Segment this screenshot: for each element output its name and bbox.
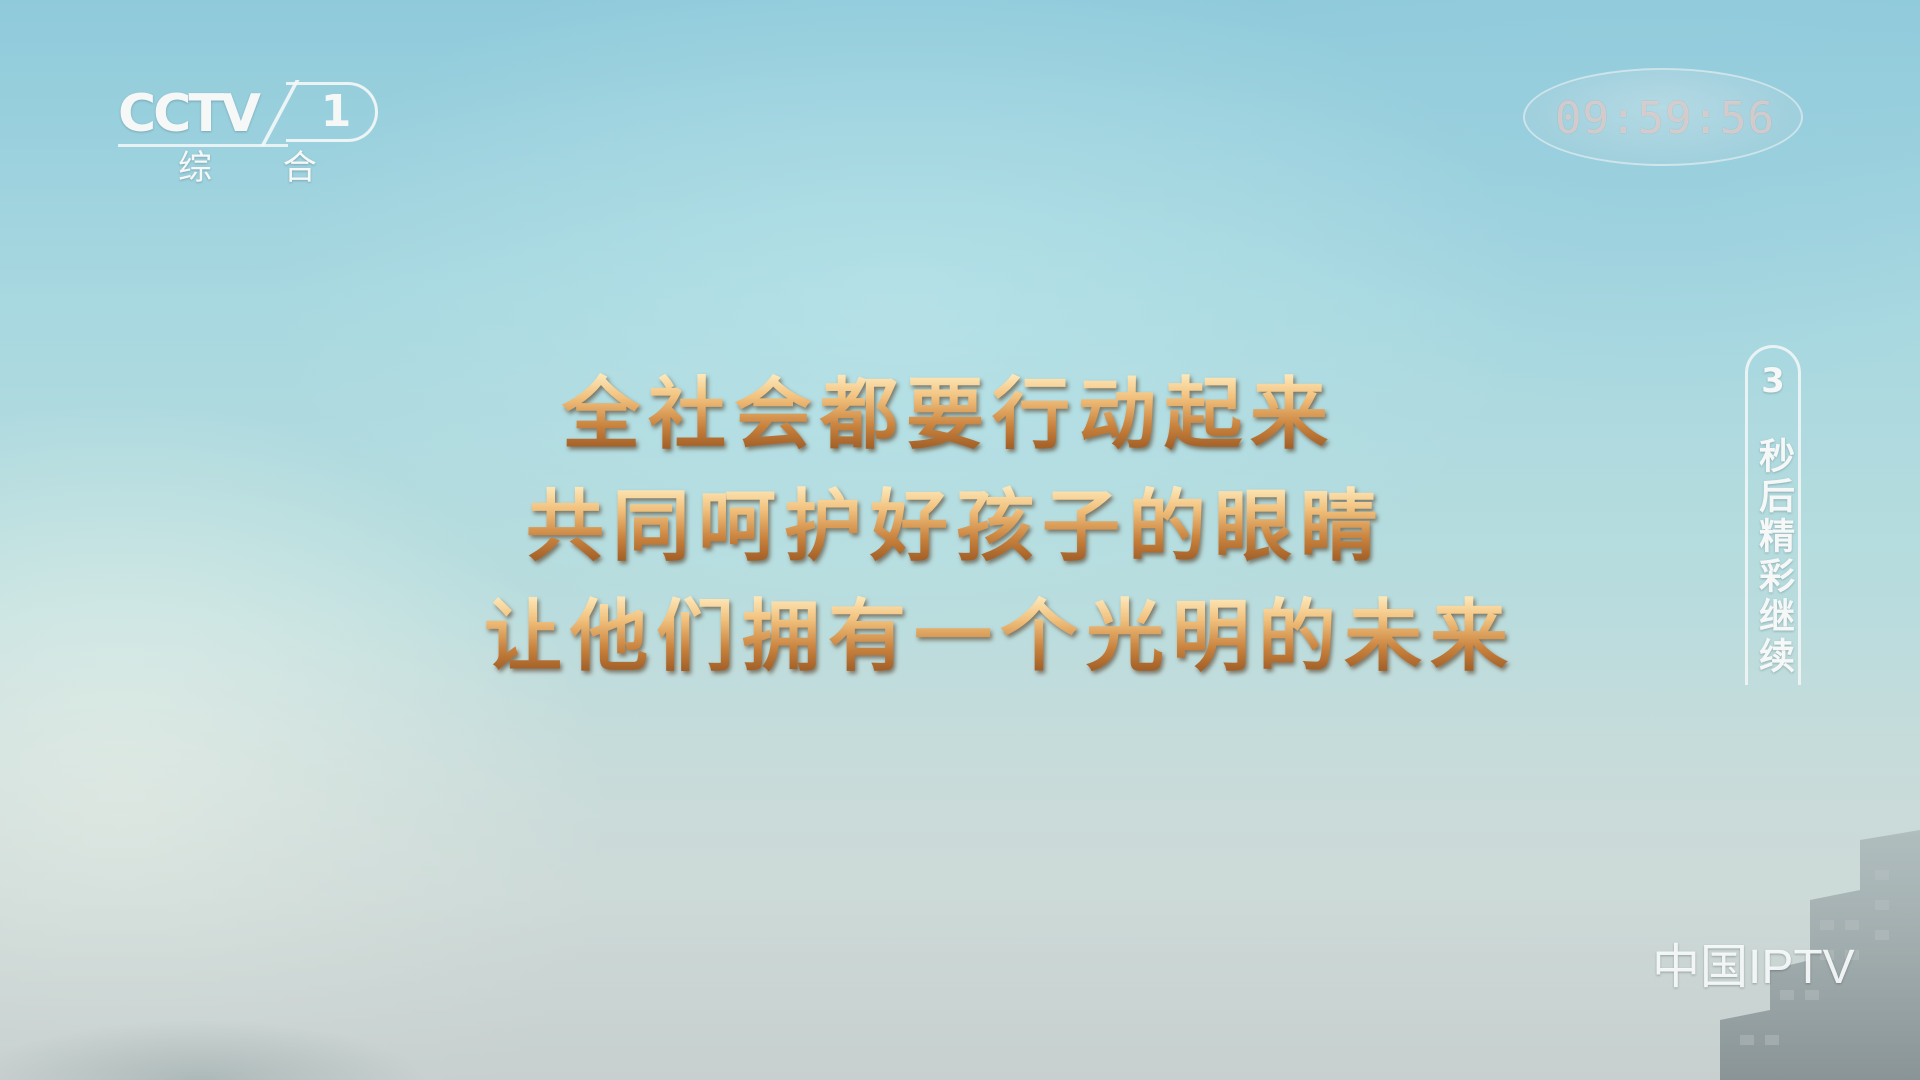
cctv-logo-underline [118,144,288,147]
cctv-channel-logo: CCTV 1 综 合 [118,80,378,190]
message-line-2: 共同呵护好孩子的眼睛 [526,481,1387,572]
clock-badge: 09:59:56 [1523,68,1803,166]
resume-countdown-tag: 3 秒后精彩继续 [1745,345,1801,685]
cctv-channel-number: 1 [320,86,352,137]
resume-countdown-text: 秒后精彩继续 [1753,437,1794,677]
iptv-watermark: 中国IPTV [1652,941,1855,994]
background-tree-silhouette [0,960,560,1080]
cctv-channel-name: 综 合 [178,148,347,188]
message-line-1: 全社会都要行动起来 [562,369,1337,460]
message-line-3: 让他们拥有一个光明的未来 [484,591,1517,682]
cctv-logo-number-frame [286,82,378,142]
cctv-logo-text: CCTV [118,84,261,144]
clock-time: 09:59:56 [1555,93,1775,144]
background-building [1720,830,1920,1080]
resume-countdown-frame [1745,345,1801,685]
resume-countdown-number: 3 [1761,361,1785,401]
